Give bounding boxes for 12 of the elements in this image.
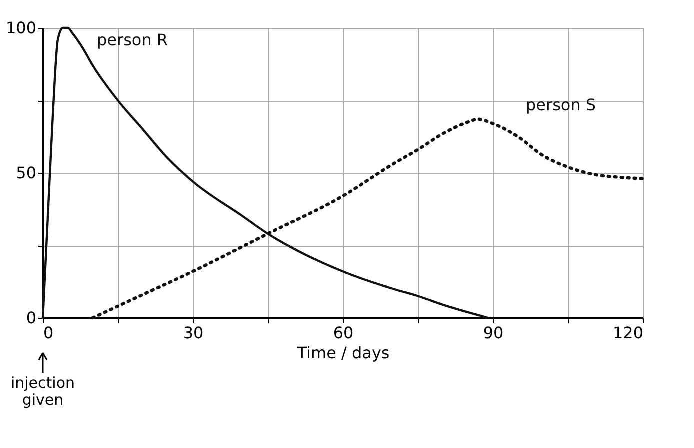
x-tick-label: 120 (612, 324, 644, 342)
x-tick-label: 60 (333, 324, 354, 342)
annotation: injection given (10, 374, 76, 409)
y-tick-label: 100 (6, 18, 36, 38)
x-tick-label: 90 (483, 324, 504, 342)
series-label: person R (97, 30, 168, 50)
x-tick-label: 30 (183, 324, 204, 342)
y-tick-label: 50 (16, 164, 36, 182)
x-tick-label: 0 (44, 324, 54, 342)
series-label: person S (526, 95, 596, 114)
y-tick-label: 0 (26, 308, 36, 328)
x-axis-title: Time / days (296, 344, 390, 362)
